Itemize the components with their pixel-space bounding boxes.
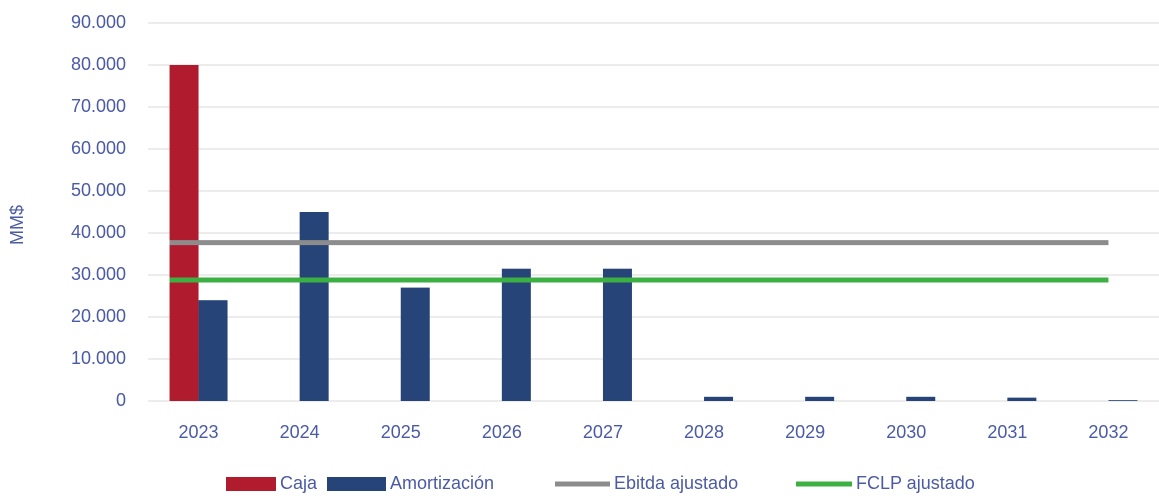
legend-swatch — [226, 477, 276, 491]
bar — [400, 287, 430, 401]
bar — [704, 396, 734, 401]
legend-label: FCLP ajustado — [856, 473, 975, 493]
x-tick-label: 2026 — [482, 422, 522, 442]
legend-label: Amortización — [390, 473, 494, 493]
y-tick-label: 0 — [116, 390, 126, 410]
x-tick-label: 2027 — [583, 422, 623, 442]
y-axis-label: MM$ — [7, 205, 27, 245]
bar — [805, 396, 835, 401]
x-tick-label: 2032 — [1088, 422, 1128, 442]
bar — [602, 268, 632, 401]
y-tick-label: 80.000 — [71, 54, 126, 74]
y-tick-label: 40.000 — [71, 222, 126, 242]
x-tick-label: 2030 — [886, 422, 926, 442]
y-tick-label: 50.000 — [71, 180, 126, 200]
bar — [169, 65, 199, 401]
y-tick-label: 20.000 — [71, 306, 126, 326]
y-tick-label: 30.000 — [71, 264, 126, 284]
x-tick-label: 2031 — [987, 422, 1027, 442]
x-tick-label: 2029 — [785, 422, 825, 442]
x-tick-label: 2024 — [280, 422, 320, 442]
x-tick-label: 2025 — [381, 422, 421, 442]
x-tick-label: 2023 — [179, 422, 219, 442]
bar — [906, 396, 936, 401]
legend-label: Caja — [280, 473, 318, 493]
bar — [1007, 397, 1037, 401]
legend-swatch — [327, 477, 386, 491]
y-tick-label: 70.000 — [71, 96, 126, 116]
bar — [198, 300, 228, 401]
legend-label: Ebitda ajustado — [614, 473, 738, 493]
y-tick-label: 90.000 — [71, 12, 126, 32]
y-tick-label: 10.000 — [71, 348, 126, 368]
y-tick-label: 60.000 — [71, 138, 126, 158]
x-tick-label: 2028 — [684, 422, 724, 442]
bar — [501, 268, 531, 401]
bar — [1108, 400, 1138, 401]
